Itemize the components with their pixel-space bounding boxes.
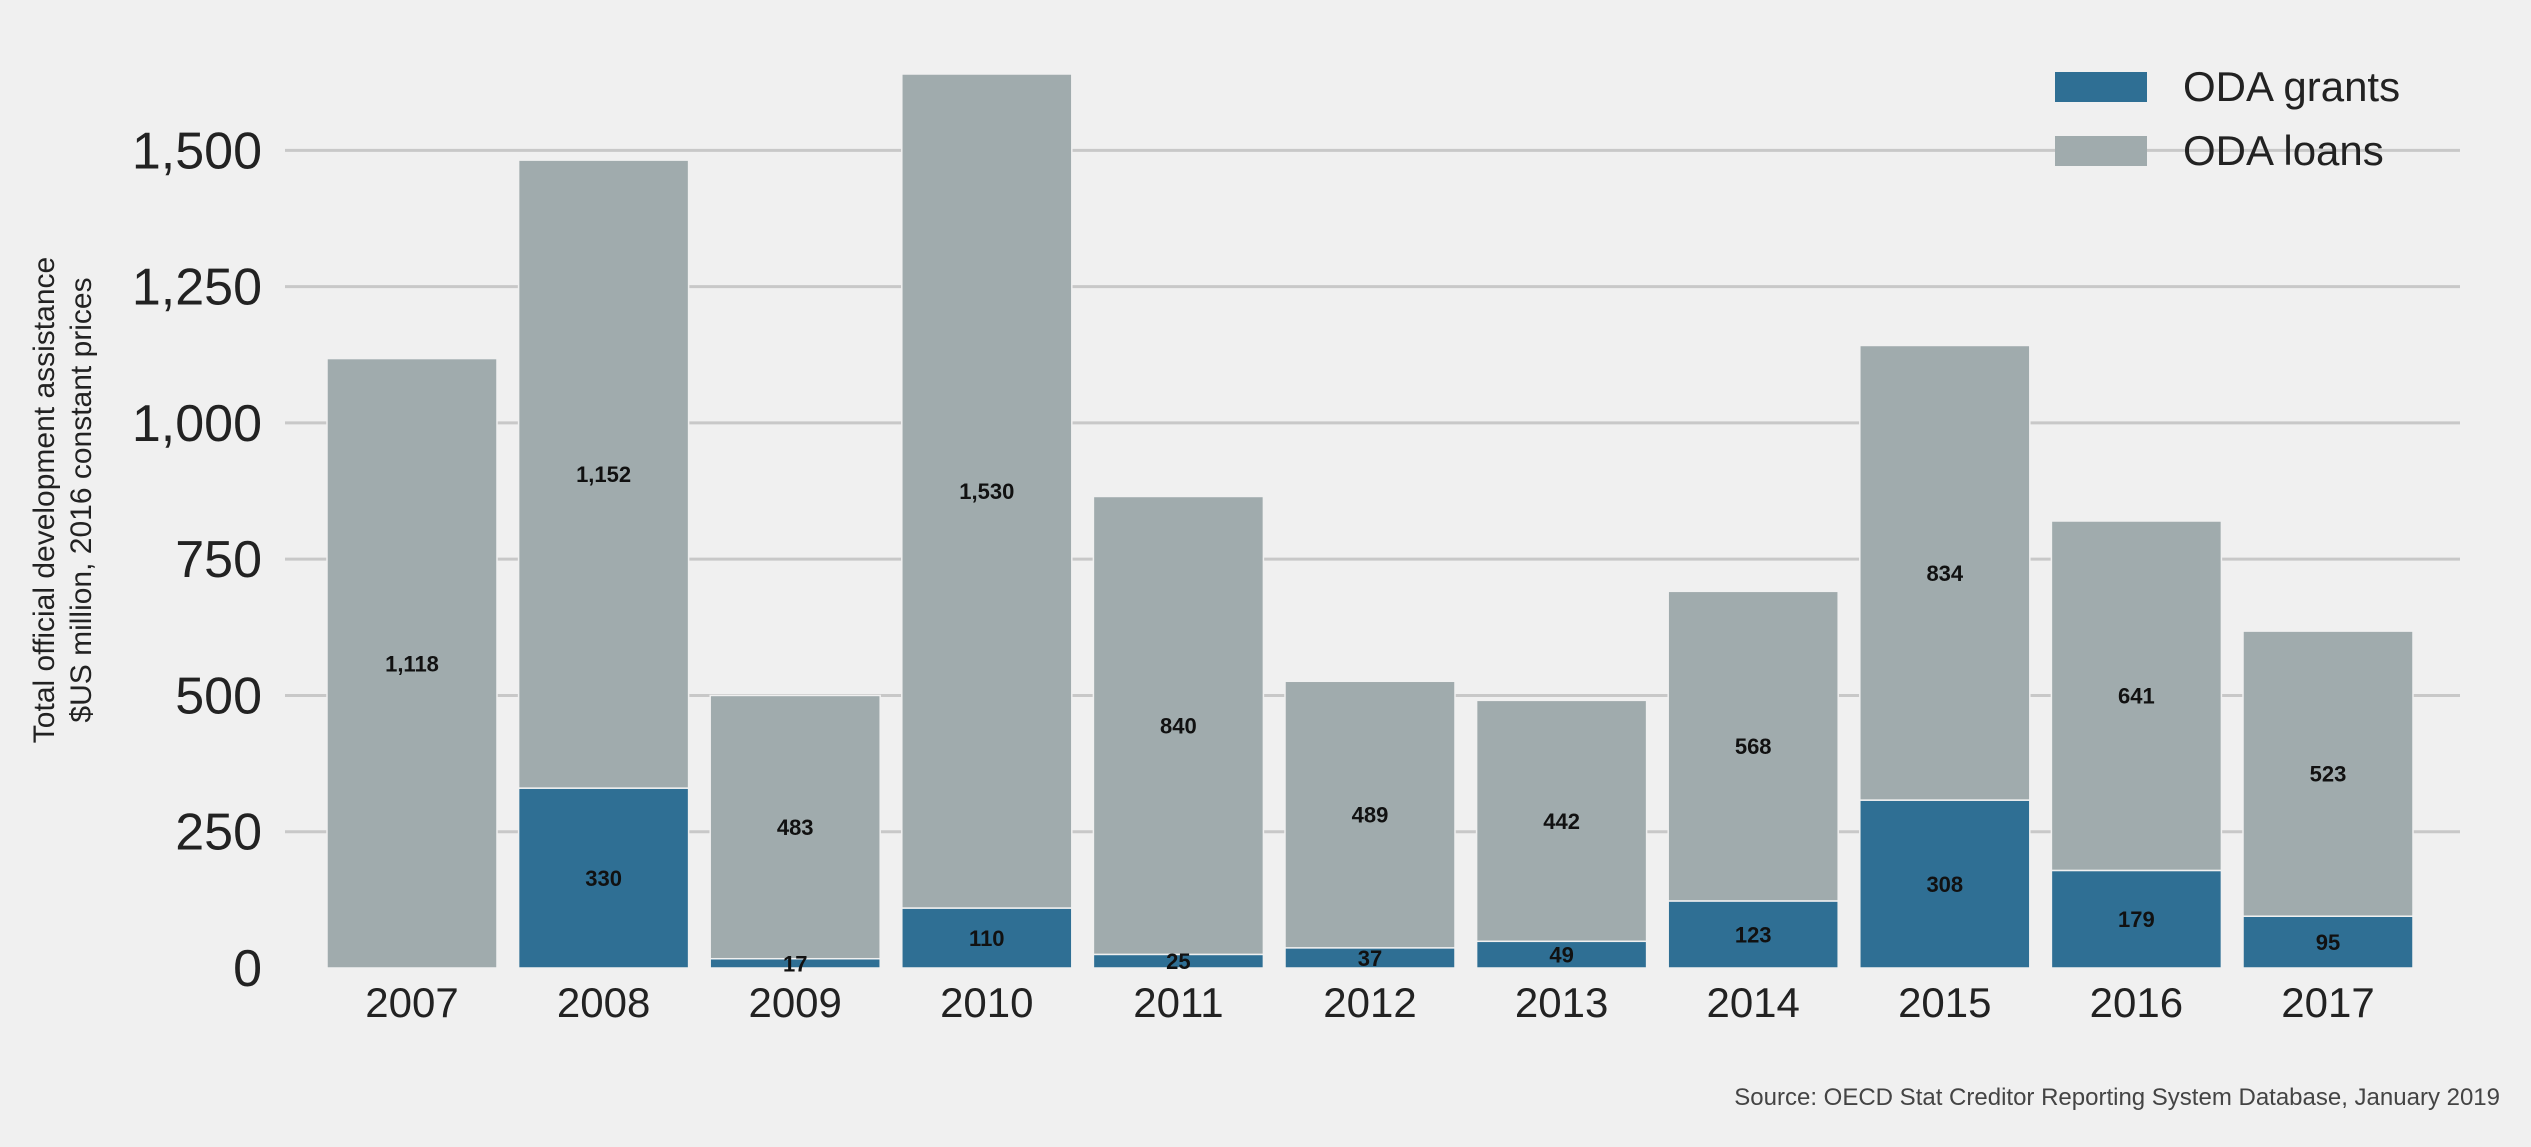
y-tick-label: 750	[175, 531, 262, 589]
data-label-oda-loans: 568	[1735, 734, 1772, 759]
y-tick-label: 250	[175, 804, 262, 862]
bars	[326, 73, 2414, 969]
x-tick-label: 2014	[1706, 979, 1799, 1026]
bar-oda-grants	[2050, 869, 2223, 969]
data-label-oda-grants: 308	[1926, 872, 1963, 897]
data-label-oda-grants: 95	[2316, 930, 2340, 955]
bar-oda-loans	[1284, 680, 1456, 949]
x-tick-label: 2013	[1515, 979, 1608, 1026]
data-label-oda-grants: 37	[1358, 946, 1382, 971]
data-label-oda-grants: 330	[585, 866, 622, 891]
y-tick-label: 0	[233, 940, 262, 998]
x-tick-label: 2010	[940, 979, 1033, 1026]
legend-swatch	[2055, 136, 2147, 166]
bar-oda-grants	[517, 787, 690, 969]
bar-oda-loans	[1667, 590, 1839, 902]
data-label-oda-loans: 523	[2310, 762, 2347, 787]
legend-swatch	[2055, 72, 2147, 102]
data-label-oda-loans: 1,530	[959, 479, 1014, 504]
x-tick-label: 2016	[2090, 979, 2183, 1026]
x-tick-label: 2011	[1133, 979, 1223, 1026]
bar-oda-loans	[1475, 699, 1648, 943]
data-label-oda-loans: 840	[1160, 713, 1197, 738]
data-label-oda-loans: 834	[1926, 561, 1963, 586]
x-tick-label: 2017	[2281, 979, 2374, 1026]
bar-oda-grants	[1859, 799, 2031, 969]
legend-label: ODA loans	[2183, 127, 2384, 174]
y-axis-label: Total official development assistance $U…	[28, 257, 98, 743]
x-tick-label: 2009	[748, 979, 841, 1026]
bar-oda-loans	[326, 357, 498, 969]
bar-oda-loans	[1859, 344, 2031, 801]
x-tick-label: 2015	[1898, 979, 1991, 1026]
data-label-oda-loans: 1,118	[385, 651, 439, 676]
data-label-oda-grants: 25	[1166, 949, 1190, 974]
data-labels: 1,118 330 1,152 17 483 110 1,530 25 840 37 489 49 44…	[385, 462, 2346, 976]
data-label-oda-loans: 483	[777, 815, 814, 840]
y-tick-label: 500	[175, 667, 262, 725]
data-label-oda-loans: 489	[1352, 803, 1389, 828]
bar-oda-loans	[709, 694, 881, 960]
bar-oda-loans	[2050, 520, 2223, 872]
bar-oda-grants	[2242, 915, 2414, 969]
y-tick-label: 1,500	[132, 122, 262, 180]
data-label-oda-grants: 49	[1549, 943, 1573, 968]
y-tick-label: 1,000	[132, 395, 262, 453]
x-axis-ticks: 2007 2008 2009 2010 2011 2012 2013 2014 2015 2016…	[365, 979, 2374, 1026]
y-axis-label-line-1: Total official development assistance	[28, 257, 61, 743]
bar-oda-loans	[901, 73, 1073, 909]
x-tick-label: 2007	[365, 979, 458, 1026]
data-label-oda-grants: 110	[969, 926, 1005, 951]
legend: ODA grants ODA loans	[2055, 63, 2400, 174]
x-tick-label: 2012	[1323, 979, 1416, 1026]
y-tick-label: 1,250	[132, 259, 262, 317]
bar-oda-loans	[517, 159, 690, 789]
data-label-oda-loans: 1,152	[576, 462, 631, 487]
legend-label: ODA grants	[2183, 63, 2400, 110]
bar-oda-loans	[1092, 495, 1265, 956]
source-note: Source: OECD Stat Creditor Reporting Sys…	[1734, 1084, 2500, 1111]
bar-oda-grants	[1667, 900, 1839, 969]
y-axis-label-line-2: $US million, 2016 constant prices	[65, 277, 98, 722]
bar-oda-loans	[2242, 630, 2414, 917]
data-label-oda-grants: 17	[783, 951, 807, 976]
data-label-oda-grants: 179	[2118, 907, 2155, 932]
data-label-oda-loans: 641	[2118, 684, 2155, 709]
data-label-oda-grants: 123	[1735, 922, 1772, 947]
x-tick-label: 2008	[557, 979, 650, 1026]
y-axis-ticks: 0 250 500 750 1,000 1,250 1,500	[132, 122, 262, 998]
data-label-oda-loans: 442	[1543, 809, 1580, 834]
